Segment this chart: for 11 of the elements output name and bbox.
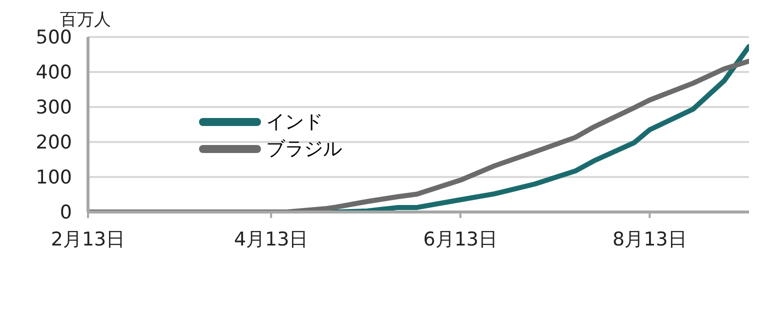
y-tick-label: 300	[36, 96, 72, 119]
x-tick-label: 8月13日	[612, 228, 687, 250]
x-tick-label: 4月13日	[234, 228, 308, 250]
y-tick-label: 400	[36, 62, 72, 84]
legend-label: インド	[266, 110, 323, 134]
legend-label: ブラジル	[266, 136, 342, 162]
x-tick-label: 2月13日	[50, 228, 126, 250]
y-tick-label: 0	[60, 202, 72, 224]
y-tick-label: 100	[36, 166, 72, 189]
x-tick-label: 6月13日	[423, 228, 498, 250]
y-tick-label: 200	[36, 132, 72, 154]
